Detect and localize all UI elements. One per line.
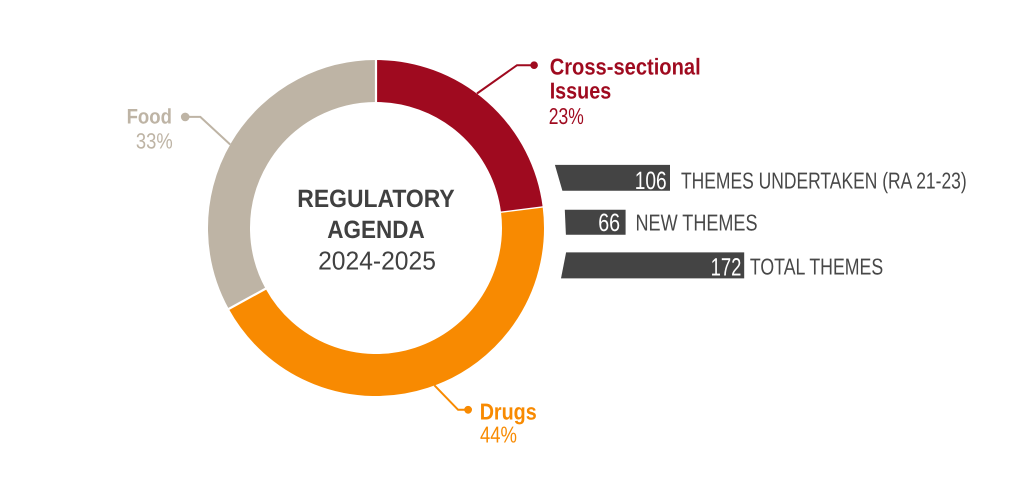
svg-text:THEMES UNDERTAKEN (RA 21-23): THEMES UNDERTAKEN (RA 21-23) [681, 168, 967, 194]
svg-text:44%: 44% [480, 422, 517, 448]
svg-text:66: 66 [598, 209, 620, 237]
svg-text:23%: 23% [549, 103, 584, 129]
svg-text:2024-2025: 2024-2025 [318, 246, 436, 276]
svg-text:REGULATORY: REGULATORY [297, 185, 455, 213]
svg-text:AGENDA: AGENDA [327, 216, 424, 244]
svg-text:Drugs: Drugs [480, 398, 537, 424]
svg-text:Issues: Issues [550, 77, 612, 103]
svg-text:Food: Food [127, 106, 172, 129]
svg-text:172: 172 [711, 254, 742, 282]
svg-text:33%: 33% [136, 129, 173, 154]
svg-text:106: 106 [635, 167, 667, 195]
svg-text:Cross-sectional: Cross-sectional [550, 54, 701, 80]
svg-text:NEW THEMES: NEW THEMES [636, 210, 758, 236]
svg-text:TOTAL THEMES: TOTAL THEMES [750, 254, 883, 280]
